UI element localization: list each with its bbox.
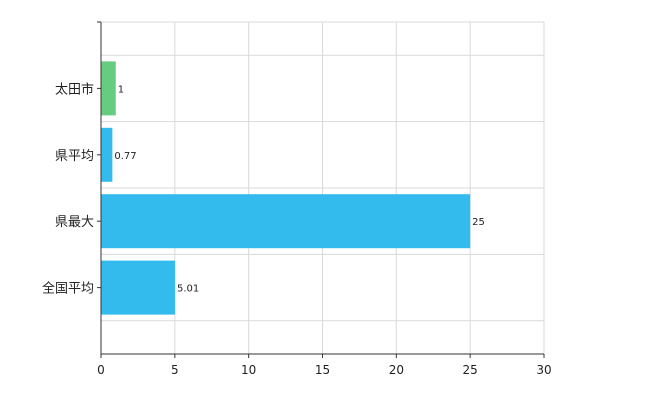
x-tick-label: 15 [315, 363, 330, 377]
data-label: 5.01 [177, 284, 199, 295]
grid-lines [101, 21, 545, 354]
x-tick-label: 25 [463, 363, 478, 377]
bar-1 [101, 61, 116, 116]
data-label: 1 [118, 84, 124, 95]
bars [101, 61, 471, 315]
axes [97, 21, 545, 358]
labels: 0 5 10 15 20 25 30 太田市 1 県平均 0.77 県最大 25 全国平均 5.01 [42, 81, 552, 377]
x-tick-label: 10 [241, 363, 256, 377]
bar-2 [101, 127, 113, 182]
bar-3 [101, 194, 471, 249]
x-tick-label: 30 [536, 363, 551, 377]
category-label: 全国平均 [42, 281, 94, 297]
category-label: 太田市 [55, 81, 94, 97]
category-label: 県最大 [55, 215, 94, 230]
category-label: 県平均 [55, 149, 94, 164]
data-label: 25 [472, 217, 485, 228]
x-tick-label: 0 [97, 363, 105, 377]
x-tick-label: 20 [389, 363, 404, 377]
bar-4 [101, 260, 175, 315]
data-label: 0.77 [114, 151, 136, 162]
x-tick-label: 5 [171, 363, 179, 377]
